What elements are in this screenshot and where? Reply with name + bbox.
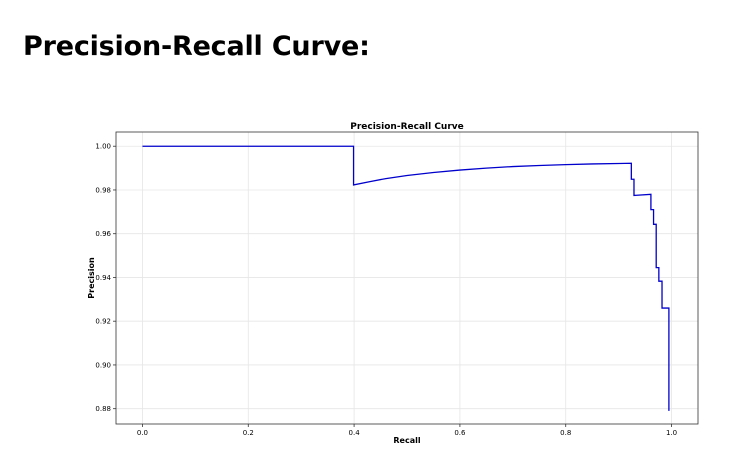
x-axis-label: Recall — [393, 436, 420, 445]
x-tick-label: 0.6 — [454, 429, 466, 437]
chart-title: Precision-Recall Curve — [350, 122, 464, 132]
axis-ticks: 0.0 0.2 0.4 0.6 0.8 1.0 0.88 0.90 0.92 0.94 0.96 0.… — [95, 143, 677, 437]
x-tick-label: 1.0 — [666, 429, 677, 437]
series-layer — [142, 145, 670, 411]
y-tick-label: 1.00 — [95, 143, 111, 151]
y-tick-label: 0.90 — [95, 361, 111, 369]
page-heading: Precision-Recall Curve: — [23, 31, 370, 62]
y-axis-label: Precision — [87, 257, 96, 299]
y-tick-label: 0.94 — [95, 274, 111, 282]
pr-curve-line — [142, 145, 670, 411]
y-tick-label: 0.98 — [95, 186, 111, 194]
x-tick-label: 0.4 — [349, 429, 361, 437]
x-tick-label: 0.2 — [243, 429, 254, 437]
y-tick-label: 0.96 — [95, 230, 111, 238]
x-tick-label: 0.0 — [137, 429, 148, 437]
y-tick-label: 0.88 — [95, 405, 111, 413]
x-tick-label: 0.8 — [560, 429, 571, 437]
plot-area-frame — [115, 131, 699, 425]
y-tick-label: 0.92 — [95, 318, 111, 326]
